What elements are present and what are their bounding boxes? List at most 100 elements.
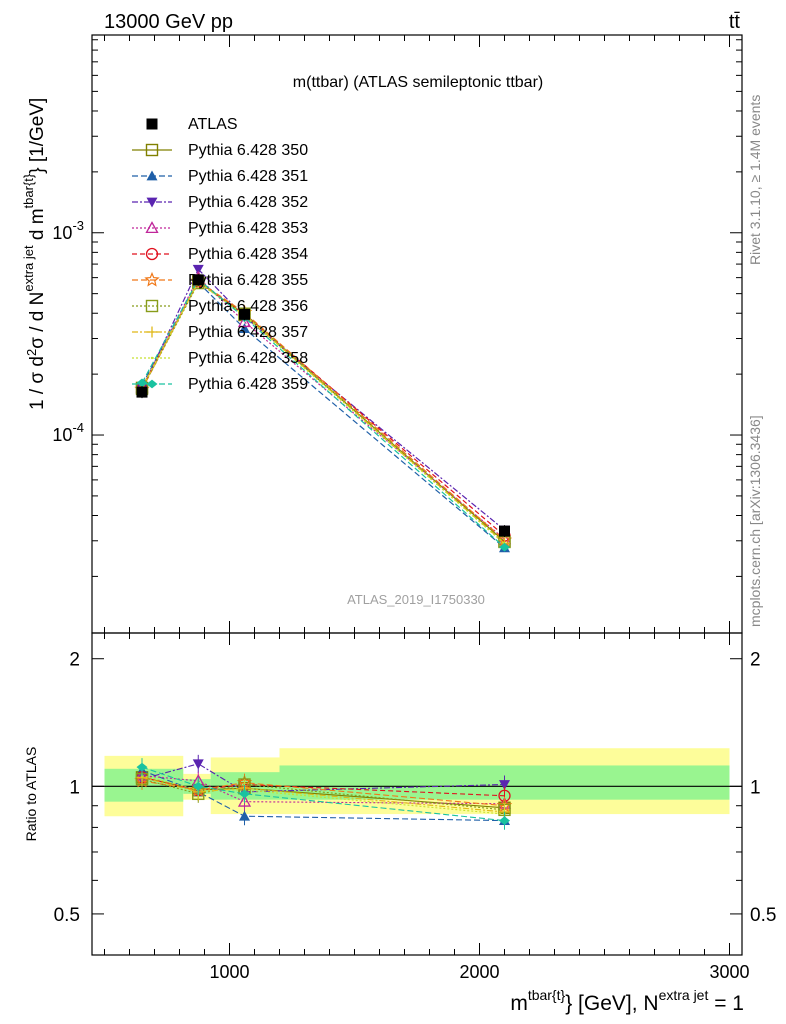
x-tick-label: 3000	[709, 962, 749, 982]
legend-entry: Pythia 6.428 355	[132, 271, 308, 289]
series-9	[140, 280, 506, 545]
ratio-series-10	[136, 758, 510, 830]
series-line	[141, 268, 505, 531]
atlas-data	[136, 273, 510, 538]
ratio-line	[141, 778, 505, 811]
legend-label: Pythia 6.428 359	[188, 376, 308, 393]
ratio-y-tick-label: 0.5	[54, 905, 80, 926]
watermark: ATLAS_2019_I1750330	[347, 592, 485, 607]
legend-entry: Pythia 6.428 352	[132, 194, 308, 211]
series-point	[192, 264, 204, 275]
series-5	[135, 275, 511, 542]
legend: ATLAS Pythia 6.428 350 Pythia 6.428 351 Pyt…	[132, 116, 308, 393]
series-point	[237, 315, 252, 328]
side-label-mcplots: mcplots.cern.ch [arXiv:1306.3436]	[747, 415, 763, 627]
data-point	[192, 274, 204, 286]
header-left: 13000 GeV pp	[104, 11, 233, 33]
legend-marker	[146, 197, 158, 208]
ratio-axes: 2 2 1 1 0.5 0.5 1000 2000 3000	[54, 633, 776, 982]
legend-entry: Pythia 6.428 359	[132, 376, 308, 393]
x-tick-label: 2000	[459, 962, 499, 982]
series-1	[135, 275, 511, 548]
legend-entry: Pythia 6.428 354	[132, 246, 308, 263]
ratio-point	[499, 780, 510, 790]
main-plot-area	[134, 264, 513, 553]
series-2	[136, 276, 510, 553]
legend-entry: Pythia 6.428 358	[132, 350, 308, 367]
legend-label: Pythia 6.428 358	[188, 350, 308, 367]
legend-entry: Pythia 6.428 357	[132, 324, 308, 341]
ratio-point	[192, 781, 204, 791]
ratio-point	[499, 816, 510, 826]
ratio-point	[192, 759, 204, 770]
y-tick-label: 10-3	[52, 218, 84, 243]
ratio-point	[237, 794, 252, 807]
chart-title: m(ttbar) (ATLAS semileptonic ttbar)	[293, 74, 543, 91]
legend-marker	[150, 356, 154, 360]
ratio-point	[136, 762, 148, 772]
ratio-frame	[91, 632, 743, 956]
series-8	[136, 276, 510, 549]
legend-label: Pythia 6.428 350	[188, 142, 308, 159]
series-line	[141, 278, 505, 548]
data-point	[136, 386, 148, 398]
header-right: tt̄	[729, 11, 741, 33]
legend-marker	[146, 118, 158, 130]
legend-entry: Pythia 6.428 353	[132, 220, 308, 237]
data-point	[239, 308, 250, 320]
series-10	[136, 275, 510, 552]
series-7	[135, 276, 511, 549]
series-line	[141, 281, 505, 544]
y-tick-label: 10-4	[52, 420, 84, 445]
legend-label: ATLAS	[188, 116, 238, 133]
series-line	[141, 281, 505, 549]
data-point	[499, 525, 510, 537]
ratio-y-tick-label-right: 0.5	[750, 905, 776, 926]
legend-label: Pythia 6.428 356	[188, 298, 308, 315]
legend-marker	[145, 299, 159, 313]
legend-label: Pythia 6.428 352	[188, 194, 308, 211]
side-label-rivet: Rivet 3.1.10, ≥ 1.4M events	[747, 95, 763, 265]
series-6	[134, 273, 513, 547]
legend-label: Pythia 6.428 355	[188, 272, 308, 289]
ratio-line	[141, 776, 505, 797]
ratio-y-tick-label-right: 1	[750, 777, 761, 798]
series-line	[141, 280, 505, 541]
legend-marker	[146, 379, 158, 389]
ratio-y-tick-label: 1	[69, 777, 80, 798]
legend-label: Pythia 6.428 354	[188, 246, 308, 263]
legend-entry: ATLAS	[146, 116, 238, 133]
legend-marker	[144, 271, 160, 287]
series-line	[141, 280, 505, 545]
ratio-point	[239, 789, 250, 799]
series-point	[499, 542, 510, 552]
ratio-y-tick-label-right: 2	[750, 650, 761, 671]
ratio-y-axis-label: Ratio to ATLAS	[23, 747, 39, 842]
ratio-plot-area	[92, 748, 742, 830]
ratio-line	[141, 780, 505, 807]
legend-marker	[146, 170, 158, 181]
series-line	[141, 280, 505, 537]
main-panel: 10-3 10-4 m(ttbar) (ATLAS semileptonic tt…	[21, 34, 743, 634]
legend-marker	[145, 143, 159, 157]
legend-label: Pythia 6.428 353	[188, 220, 308, 237]
legend-marker	[146, 326, 158, 338]
legend-marker	[145, 221, 159, 234]
ratio-line	[141, 766, 505, 822]
ratio-line	[141, 769, 505, 822]
series-point	[136, 378, 148, 388]
x-axis-label: mtbar{t}} [GeV], Nextra jet = 1	[510, 987, 744, 1015]
ratio-line	[141, 763, 505, 793]
legend-entry: Pythia 6.428 356	[132, 298, 308, 315]
legend-label: Pythia 6.428 357	[188, 324, 308, 341]
series-line	[141, 282, 505, 543]
ratio-line	[141, 775, 505, 805]
series-point	[239, 323, 250, 333]
x-tick-label: 1000	[209, 962, 249, 982]
legend-marker	[145, 247, 159, 261]
ratio-y-tick-label: 2	[69, 650, 80, 671]
main-axes: 10-3 10-4	[52, 35, 742, 633]
y-axis-label: 1 / σ d2σ / d Nextra jet d mtbar{t}} [1/…	[21, 98, 48, 410]
legend-label: Pythia 6.428 351	[188, 168, 308, 185]
